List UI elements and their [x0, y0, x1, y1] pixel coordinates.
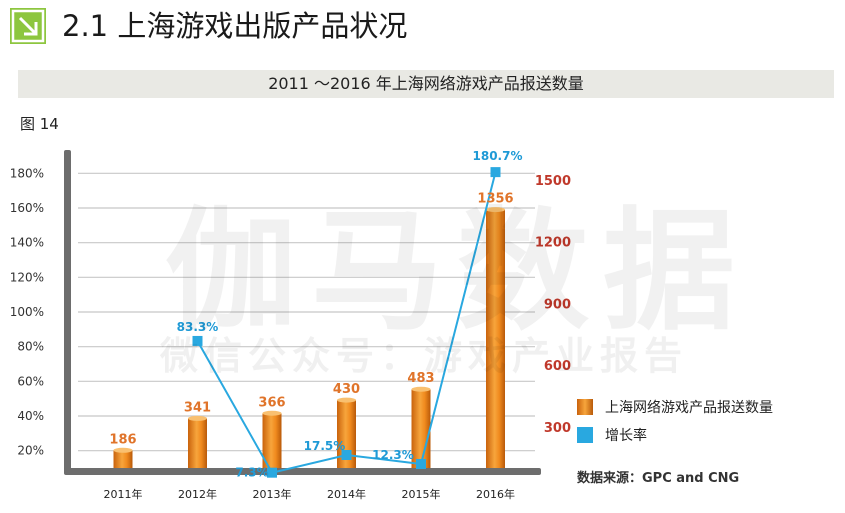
legend-label-line: 增长率: [605, 428, 647, 444]
x-axis-tick-label: 2012年: [178, 487, 217, 501]
x-axis-tick-label: 2011年: [104, 487, 143, 501]
right-axis-tick-label: 1200: [535, 236, 571, 251]
data-source: 数据来源：GPC and CNG: [577, 471, 740, 486]
left-axis-line: [64, 150, 71, 474]
section-title: 2.1 上海游戏出版产品状况: [62, 9, 408, 43]
x-axis-tick-label: 2014年: [327, 487, 366, 501]
legend-swatch-line: [577, 427, 593, 443]
bar-cap: [188, 415, 207, 421]
bar-cap: [337, 397, 356, 403]
left-axis-tick-label: 160%: [10, 201, 44, 215]
growth-rate-point: [192, 335, 203, 346]
growth-rate-label: 12.3%: [372, 448, 414, 462]
bar-value-label: 186: [109, 432, 136, 447]
chart-title: 2011 ～2016 年上海网络游戏产品报送数量: [268, 74, 584, 93]
growth-rate-label: 180.7%: [473, 149, 523, 163]
figure-label: 图 14: [20, 115, 59, 133]
bar-value-label: 430: [333, 382, 360, 397]
bar-value-label: 366: [258, 395, 285, 410]
bar-value-label: 341: [184, 400, 211, 415]
growth-rate-label: 17.5%: [304, 439, 346, 453]
bar: [411, 389, 431, 468]
left-axis-tick-label: 180%: [10, 166, 44, 180]
chart-title-banner: 2011 ～2016 年上海网络游戏产品报送数量: [18, 70, 834, 98]
chart-legend: 上海网络游戏产品报送数量 增长率: [577, 396, 773, 452]
x-axis-tick-label: 2013年: [253, 487, 292, 501]
right-axis-tick-label: 1500: [535, 174, 571, 189]
growth-rate-point: [341, 450, 352, 460]
x-axis-tick-label: 2016年: [476, 487, 515, 501]
bar: [486, 209, 505, 468]
left-axis-tick-label: 40%: [17, 409, 44, 423]
left-axis-tick-label: 80%: [17, 340, 44, 354]
bar: [113, 450, 133, 468]
bar-value-label: 483: [407, 371, 434, 386]
growth-rate-label: 83.3%: [177, 320, 219, 334]
bar: [188, 418, 207, 468]
left-axis-tick-label: 100%: [10, 305, 44, 319]
growth-rate-point: [267, 467, 277, 478]
watermark-sub: 微信公众号：游戏产业报告: [160, 334, 689, 378]
bar-cap: [262, 410, 282, 416]
growth-rate-point: [416, 459, 426, 470]
legend-swatch-bar: [577, 399, 593, 415]
section-arrow-icon: [10, 8, 46, 44]
left-axis-tick-label: 60%: [17, 374, 44, 388]
bar-value-label: 1356: [477, 192, 513, 207]
left-axis-tick-label: 120%: [10, 270, 44, 284]
right-axis-tick-label: 900: [544, 297, 571, 312]
legend-label-bar: 上海网络游戏产品报送数量: [605, 400, 773, 416]
left-axis-tick-label: 20%: [17, 444, 44, 458]
bar-cap: [486, 207, 505, 213]
right-axis-tick-label: 600: [544, 359, 571, 374]
legend-item-bar: 上海网络游戏产品报送数量: [577, 396, 773, 418]
legend-item-line: 增长率: [577, 424, 773, 446]
growth-rate-label: 7.3%: [235, 466, 268, 480]
x-axis-line: [64, 468, 541, 475]
bar-cap: [411, 386, 431, 392]
right-axis-tick-label: 300: [544, 421, 571, 436]
left-axis-tick-label: 140%: [10, 236, 44, 250]
watermark-main: 伽马数据: [165, 195, 749, 349]
x-axis-tick-label: 2015年: [402, 487, 441, 501]
bar: [262, 413, 282, 468]
bar-cap: [113, 447, 133, 453]
chart-area: 20% 40% 60% 80% 100% 120% 140% 160% 180% 300 600 90…: [10, 149, 571, 501]
growth-rate-point: [490, 167, 501, 178]
